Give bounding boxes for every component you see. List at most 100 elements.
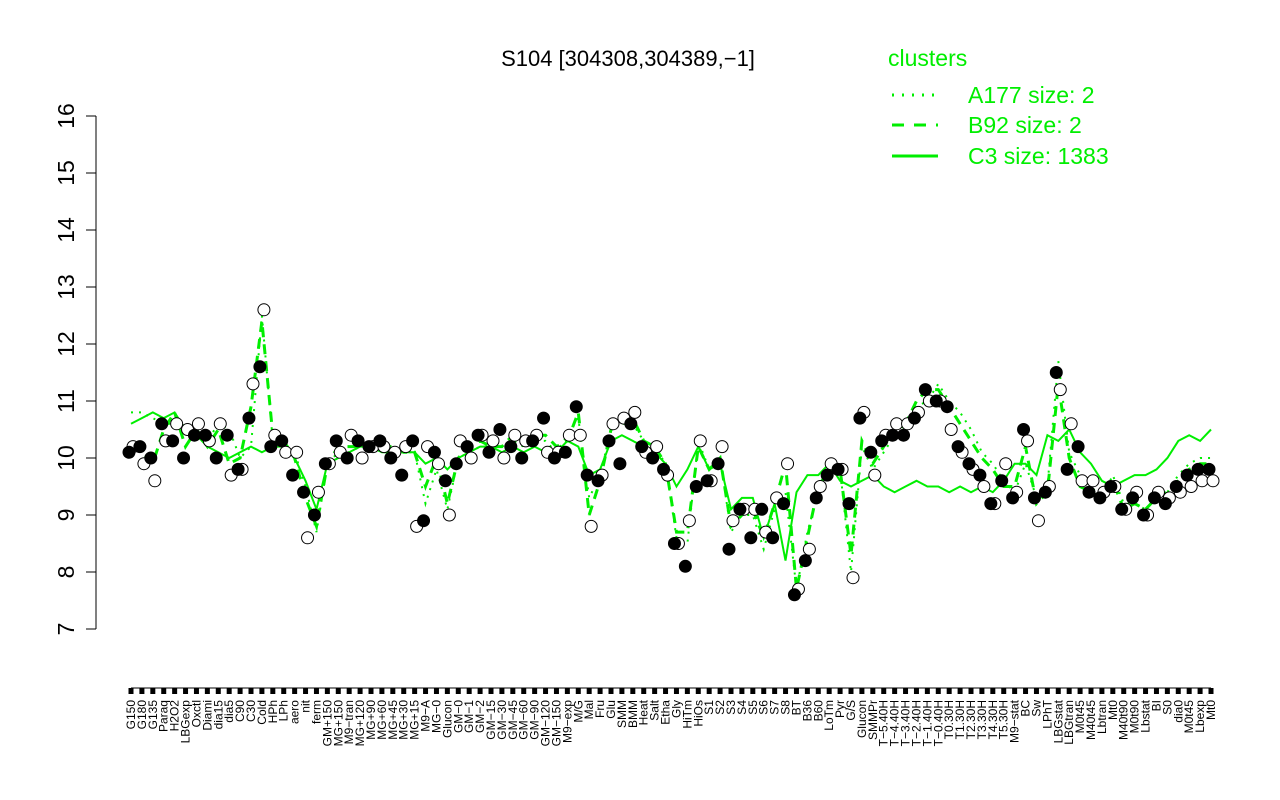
x-tick-label: T−2.40H bbox=[909, 700, 923, 746]
data-point-open bbox=[355, 451, 369, 465]
data-point-filled bbox=[198, 428, 212, 442]
x-tick-label: LPhT bbox=[1040, 699, 1054, 728]
x-tick-label: S5 bbox=[746, 700, 760, 715]
x-tick-label: GM−0 bbox=[451, 700, 465, 733]
x-tick-label: Lbtran bbox=[1095, 700, 1109, 734]
legend-label-c3: C3 size: 1383 bbox=[968, 143, 1109, 169]
data-point-filled bbox=[406, 434, 420, 448]
data-point-filled bbox=[220, 428, 234, 442]
x-tick-label: GM−150 bbox=[549, 700, 563, 747]
x-tick-label: Mal bbox=[582, 700, 596, 719]
x-tick-label: LBGtran bbox=[1062, 700, 1076, 745]
data-point-filled bbox=[1017, 423, 1031, 436]
data-point-filled bbox=[329, 434, 343, 448]
data-point-filled bbox=[755, 502, 769, 516]
x-tick-label: S2 bbox=[713, 700, 727, 715]
data-point-open bbox=[213, 417, 227, 431]
x-tick-label: M0t90 bbox=[1128, 700, 1142, 734]
data-point-filled bbox=[438, 474, 452, 488]
data-point-open bbox=[999, 457, 1013, 471]
data-point-filled bbox=[547, 451, 561, 465]
x-tick-label: T2.30H bbox=[964, 700, 978, 739]
data-point-filled bbox=[1104, 480, 1118, 493]
x-tick-label: M0t45 bbox=[1073, 700, 1087, 734]
data-point-open bbox=[1053, 383, 1067, 397]
data-point-open bbox=[1031, 514, 1045, 528]
data-point-open bbox=[1075, 474, 1089, 488]
x-tick-label: Gly bbox=[669, 700, 683, 718]
x-tick-label: SMMPr bbox=[866, 700, 880, 740]
y-tick-label: 11 bbox=[53, 389, 79, 413]
x-tick-label: dia15 bbox=[211, 700, 225, 730]
x-tick-label: Glucon bbox=[855, 700, 869, 738]
data-point-open bbox=[486, 434, 500, 448]
data-point-open bbox=[650, 440, 664, 454]
y-tick-label: 10 bbox=[53, 445, 79, 471]
x-tick-label: Etha bbox=[659, 700, 673, 725]
data-point-filled bbox=[722, 542, 736, 556]
data-point-open bbox=[311, 485, 325, 499]
data-point-filled bbox=[427, 445, 441, 459]
legend-title: clusters bbox=[888, 45, 967, 71]
x-tick-label: LPh bbox=[277, 700, 291, 721]
x-tick-label: T−5.40H bbox=[877, 700, 891, 746]
data-point-filled bbox=[842, 497, 856, 511]
data-point-filled bbox=[1147, 491, 1161, 505]
x-tick-label: LBGexp bbox=[179, 700, 193, 744]
data-point-open bbox=[944, 423, 958, 436]
data-point-open bbox=[148, 474, 162, 488]
data-point-filled bbox=[209, 451, 223, 465]
x-tick-label: B36 bbox=[800, 700, 814, 722]
y-tick-label: 12 bbox=[53, 331, 79, 357]
x-tick-label: M/G bbox=[571, 700, 585, 723]
data-point-open bbox=[257, 303, 271, 317]
x-tick-label: T4.30H bbox=[986, 700, 1000, 739]
x-tick-label: Salt bbox=[648, 699, 662, 720]
data-point-open bbox=[977, 480, 991, 493]
data-point-open bbox=[191, 417, 205, 431]
y-tick-label: 13 bbox=[53, 274, 79, 300]
x-tick-label: GM−15 bbox=[484, 700, 498, 740]
data-point-filled bbox=[373, 434, 387, 448]
x-tick-label: Mt0 bbox=[1204, 700, 1218, 720]
x-tick-label: S4 bbox=[735, 700, 749, 715]
x-tick-label: MG+150 bbox=[331, 700, 345, 747]
x-tick-label: T−0.40H bbox=[931, 700, 945, 746]
data-point-filled bbox=[307, 508, 321, 522]
data-point-filled bbox=[700, 474, 714, 488]
data-point-filled bbox=[558, 445, 572, 459]
y-tick-label: 7 bbox=[53, 623, 79, 636]
x-tick-label: Sw bbox=[1029, 700, 1043, 717]
data-point-filled bbox=[569, 400, 583, 414]
data-point-filled bbox=[907, 411, 921, 425]
data-point-open bbox=[628, 405, 642, 419]
data-point-filled bbox=[711, 457, 725, 471]
x-tick-label: MG+120 bbox=[353, 700, 367, 747]
data-point-open bbox=[1064, 417, 1078, 431]
data-point-open bbox=[726, 514, 740, 528]
legend: clusters A177 size: 2 B92 size: 2 C3 siz… bbox=[888, 45, 1109, 169]
data-point-filled bbox=[286, 468, 300, 482]
data-point-filled bbox=[395, 468, 409, 482]
x-tick-label: GM−90 bbox=[528, 700, 542, 740]
data-point-open bbox=[846, 571, 860, 585]
x-tick-label: G135 bbox=[146, 700, 160, 730]
data-point-filled bbox=[798, 554, 812, 568]
x-tick-label: T3.30H bbox=[975, 700, 989, 739]
data-point-filled bbox=[460, 440, 474, 454]
data-point-filled bbox=[187, 428, 201, 442]
data-point-filled bbox=[515, 451, 529, 465]
x-tick-label: T1.30H bbox=[953, 700, 967, 739]
data-point-open bbox=[1195, 474, 1209, 488]
data-point-filled bbox=[602, 434, 616, 448]
x-tick-label: T0.30H bbox=[942, 700, 956, 739]
data-point-filled bbox=[777, 497, 791, 511]
x-tick-label: GM−1 bbox=[462, 700, 476, 733]
x-tick-label: BMM bbox=[626, 700, 640, 728]
data-point-filled bbox=[995, 474, 1009, 488]
data-point-filled bbox=[853, 411, 867, 425]
data-point-open bbox=[1021, 434, 1035, 448]
data-point-open bbox=[508, 428, 522, 442]
y-axis: 7 8 9 10 11 12 13 14 15 16 bbox=[53, 103, 97, 636]
data-point-filled bbox=[875, 434, 889, 448]
